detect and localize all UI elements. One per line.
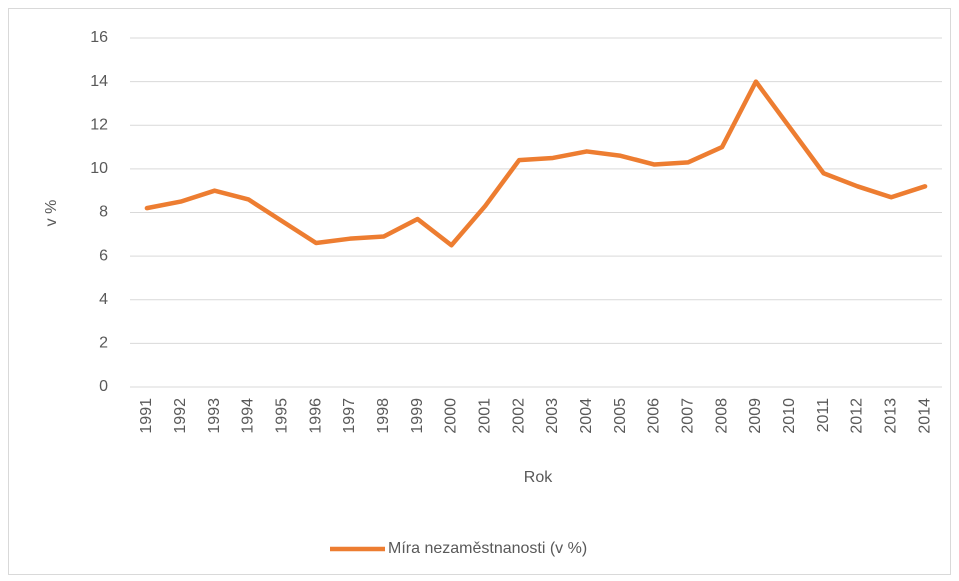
y-tick-label: 8 — [99, 204, 108, 221]
chart-frame — [8, 8, 951, 575]
legend-label: Míra nezaměstnanosti (v %) — [388, 540, 587, 557]
data-line — [144, 79, 928, 248]
x-tick-label: 2007 — [679, 398, 696, 434]
x-tick-label: 2009 — [747, 398, 764, 434]
y-tick-label: 2 — [99, 335, 108, 352]
y-tick-label: 6 — [99, 247, 108, 264]
y-tick-label: 10 — [90, 160, 108, 177]
x-tick-label: 1996 — [307, 398, 324, 434]
x-tick-label: 2005 — [612, 398, 629, 434]
x-tick-label: 1997 — [341, 398, 358, 434]
x-axis-label: Rok — [524, 469, 553, 486]
x-tick-label: 2011 — [815, 398, 832, 433]
x-tick-label: 2002 — [510, 398, 527, 434]
x-tick-label: 2013 — [882, 398, 899, 434]
x-tick-label: 2008 — [713, 398, 730, 434]
x-tick-label: 1993 — [206, 398, 223, 434]
y-axis-label: v % — [43, 200, 60, 227]
x-tick-label: 1995 — [273, 398, 290, 434]
y-tick-label: 14 — [90, 73, 108, 90]
x-tick-label: 2004 — [578, 398, 595, 434]
x-tick-label: 2010 — [781, 398, 798, 434]
x-tick-label: 2006 — [646, 398, 663, 434]
x-tick-label: 1991 — [138, 398, 155, 434]
x-tick-label: 2001 — [476, 398, 493, 434]
y-tick-label: 4 — [99, 291, 108, 308]
x-tick-label: 2012 — [849, 398, 866, 434]
x-tick-label: 1994 — [240, 398, 257, 434]
x-tick-label: 2003 — [544, 398, 561, 434]
x-tick-label: 1992 — [172, 398, 189, 434]
x-tick-label: 1998 — [375, 398, 392, 434]
y-tick-label: 16 — [90, 29, 108, 46]
x-tick-label: 2000 — [443, 398, 460, 434]
y-tick-label: 12 — [90, 116, 108, 133]
x-tick-label: 1999 — [409, 398, 426, 434]
y-tick-label: 0 — [99, 378, 108, 395]
x-tick-label: 2014 — [916, 398, 933, 434]
